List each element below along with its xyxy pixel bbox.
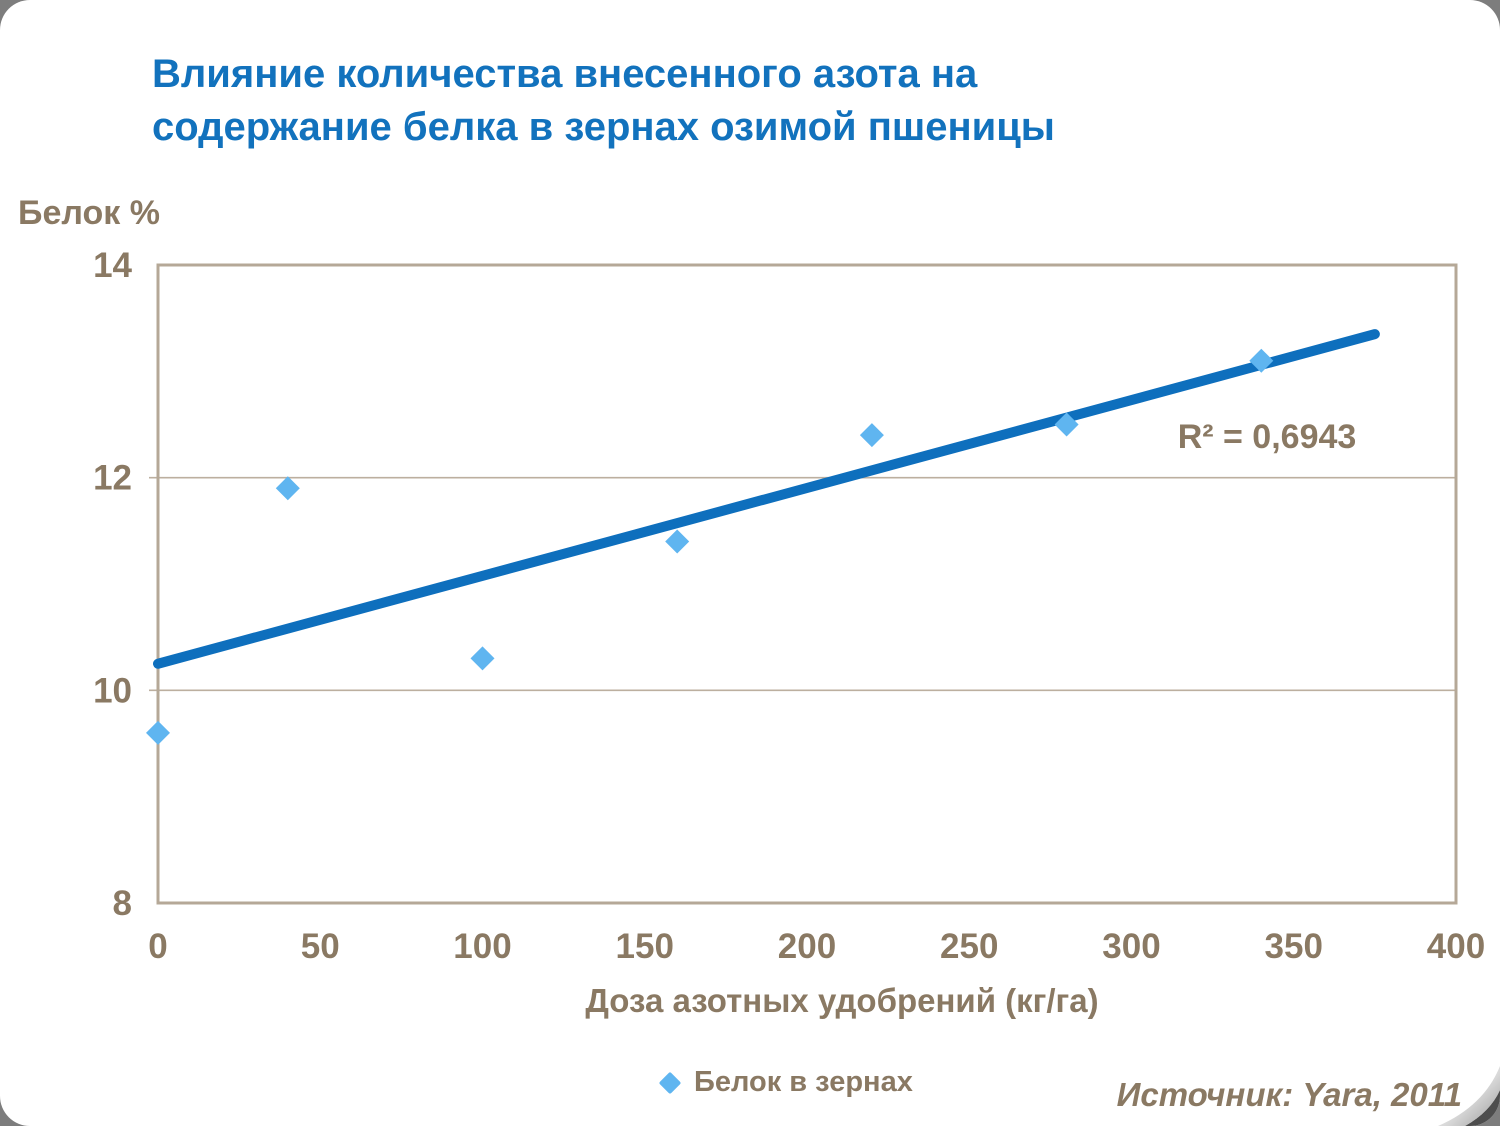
chart-legend: Белок в зернах [658,1066,913,1099]
data-point-marker [859,423,884,448]
page-curl-decoration [1438,1066,1500,1126]
data-point-marker [275,476,300,501]
x-tick-label: 400 [1427,927,1485,966]
chart-title: Влияние количества внесенного азота на с… [152,52,1055,149]
x-tick-label: 0 [148,927,167,966]
x-tick-label: 200 [778,927,836,966]
x-tick-label: 250 [940,927,998,966]
scatter-chart: 8 10 12 14 0 50 100 150 200 250 300 350 400 R² = 0,69… [93,246,1485,966]
data-point-marker [146,720,170,745]
data-point-marker [1249,348,1274,373]
data-point-marker [665,529,690,554]
data-point-marker [470,646,495,671]
y-tick-label: 8 [113,884,132,923]
legend-label: Белок в зернах [694,1066,913,1098]
x-tick-label: 100 [453,927,511,966]
y-tick-label: 14 [93,246,132,285]
x-tick-label: 150 [616,927,674,966]
y-tick-label: 12 [93,459,132,498]
data-point-marker [1054,412,1079,437]
x-tick-label: 300 [1102,927,1160,966]
y-tick-label: 10 [93,671,132,710]
trend-line [153,329,1380,669]
diamond-icon [658,1071,682,1094]
x-tick-label: 50 [301,927,340,966]
source-credit: Источник: Yara, 2011 [1116,1076,1462,1113]
r-squared-annotation: R² = 0,6943 [1178,418,1357,456]
x-tick-label: 350 [1265,927,1323,966]
x-axis-title: Доза азотных удобрений (кг/га) [585,982,1099,1019]
plot-border [156,263,1458,905]
y-axis-title: Белок % [18,194,160,232]
